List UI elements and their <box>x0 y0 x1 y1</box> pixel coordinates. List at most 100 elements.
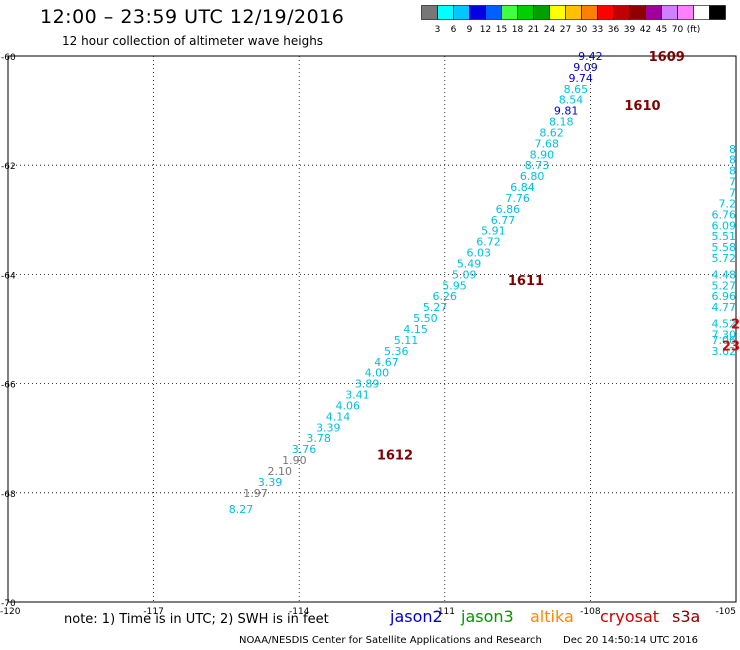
swh-value-label: 6.84 <box>510 181 535 194</box>
colorbar-swatch <box>613 5 630 20</box>
swh-value-label: 4.67 <box>374 356 399 369</box>
swh-value-label: 4.00 <box>365 367 390 380</box>
swh-value-label: 5.09 <box>452 268 477 281</box>
axis-tick-labels: -117 -114 -111 -108 -105 -60 -62 -64 -66 -68 -70-1… <box>0 53 736 617</box>
legend-cryosat: cryosat <box>600 607 660 626</box>
colorbar-swatch <box>693 5 710 20</box>
swh-value-label: 6.76 <box>712 208 737 221</box>
colorbar-label: 9 <box>467 25 473 35</box>
colorbar-label: 6 <box>451 25 457 35</box>
colorbar-swatch <box>709 5 726 20</box>
time-label: 2 <box>731 318 740 333</box>
swh-value-label: 6.80 <box>520 170 545 183</box>
map-subtitle: 12 hour collection of altimeter wave hei… <box>62 34 324 48</box>
colorbar-swatch <box>533 5 550 20</box>
colorbar-label: 3 <box>435 25 441 35</box>
colorbar-label: 12 <box>480 25 491 35</box>
swh-value-label: 5.95 <box>442 279 467 292</box>
swh-value-label: 3.39 <box>258 476 283 489</box>
footer: NOAA/NESDIS Center for Satellite Applica… <box>239 635 698 646</box>
colorbar-swatch <box>565 5 582 20</box>
colorbar-swatch <box>581 5 598 20</box>
time-label: 1611 <box>508 274 544 289</box>
lon-tick-label: -111 <box>435 607 455 617</box>
swh-value-label: 4.52 <box>712 318 737 331</box>
swh-value-label: 4.14 <box>326 410 351 423</box>
colorbar-swatch <box>677 5 694 20</box>
lat-tick-label: -62 <box>1 162 16 172</box>
swh-value-label: 2.10 <box>268 465 293 478</box>
colorbar-label: 39 <box>624 25 636 35</box>
lon-tick-label: -114 <box>289 607 310 617</box>
units-note: note: 1) Time is in UTC; 2) SWH is in fe… <box>64 612 329 627</box>
swh-value-label: 9.09 <box>573 61 598 74</box>
footer-timestamp: Dec 20 14:50:14 UTC 2016 <box>563 635 699 646</box>
colorbar-swatch <box>501 5 518 20</box>
colorbar-label: 30 <box>576 25 588 35</box>
swh-color-scale: 3 6 9 12 15 18 21 24 27 30 33 36 39 42 45 70 (ft) <box>421 5 726 35</box>
colorbar-swatch <box>629 5 646 20</box>
swh-value-label: 3.78 <box>306 432 331 445</box>
swh-value-label: 8.27 <box>229 503 254 516</box>
swh-value-label: 6.09 <box>712 219 737 232</box>
lat-tick-label: -60 <box>1 53 16 63</box>
colorbar-label: 21 <box>528 25 539 35</box>
swh-value-label: 5.72 <box>712 252 737 265</box>
corner-tick-label: -120 <box>0 607 21 617</box>
swh-value-label: 9.42 <box>578 50 603 63</box>
swh-value-label: 7 <box>729 176 736 189</box>
swh-value-label: 3.89 <box>355 378 380 391</box>
swh-value-label: 7 <box>729 187 736 200</box>
colorbar-swatch <box>469 5 486 20</box>
swh-value-label: 9.81 <box>554 105 579 118</box>
lon-tick-label: -117 <box>143 607 163 617</box>
colorbar-label: (ft) <box>687 25 701 35</box>
swh-value-label: 5.51 <box>712 230 737 243</box>
colorbar-label: 15 <box>496 25 507 35</box>
lon-tick-label: -108 <box>580 607 601 617</box>
lat-tick-label: -68 <box>1 490 16 500</box>
swh-value-label: 6.03 <box>467 247 492 260</box>
swh-value-label: 3.76 <box>292 443 317 456</box>
legend-jason2: jason2 <box>390 607 443 626</box>
swh-value-label: 5.11 <box>394 334 419 347</box>
colorbar-label: 27 <box>560 25 571 35</box>
colorbar-label: 24 <box>544 25 556 35</box>
time-label: 23 <box>722 339 740 354</box>
map-grid <box>8 56 736 602</box>
colorbar-swatch <box>453 5 470 20</box>
colorbar-label: 18 <box>512 25 524 35</box>
swh-value-label: 3.41 <box>345 389 370 402</box>
lon-tick-label: -105 <box>716 607 736 617</box>
swh-value-label: 8.62 <box>539 126 564 139</box>
swh-value-label: 3.39 <box>316 421 341 434</box>
swh-value-label: 9.74 <box>568 72 593 85</box>
swh-value-label: 5.36 <box>384 345 409 358</box>
swh-value-label: 7.2 <box>719 197 737 210</box>
swh-value-label: 6.96 <box>712 290 737 303</box>
swh-value-label: 7.30 <box>712 328 737 341</box>
colorbar-label: 70 <box>672 25 684 35</box>
swh-value-label: 7.76 <box>505 192 530 205</box>
swh-value-label: 4.77 <box>712 301 737 314</box>
lat-tick-label: -70 <box>1 599 16 609</box>
swh-value-label: 5.49 <box>457 257 482 270</box>
swh-value-label: 1.97 <box>243 487 268 500</box>
colorbar-label: 45 <box>656 25 667 35</box>
swh-value-label: 6.72 <box>476 236 501 249</box>
swh-value-label: 8 <box>729 143 736 156</box>
swh-value-label: 6.26 <box>433 290 458 303</box>
swh-value-label: 8.90 <box>530 148 555 161</box>
swh-value-label: 3.62 <box>712 345 737 358</box>
colorbar-swatch <box>661 5 678 20</box>
colorbar-swatch <box>421 5 438 20</box>
swh-value-label: 7.68 <box>534 137 559 150</box>
colorbar-swatch <box>485 5 502 20</box>
map-title: 12:00 – 23:59 UTC 12/19/2016 <box>40 6 345 28</box>
swh-value-label: 5.50 <box>413 312 438 325</box>
swh-value-label: 8.73 <box>525 159 550 172</box>
time-label: 1610 <box>624 99 660 114</box>
swh-value-label: 5.91 <box>481 225 506 238</box>
swh-value-label: 6.77 <box>491 214 516 227</box>
